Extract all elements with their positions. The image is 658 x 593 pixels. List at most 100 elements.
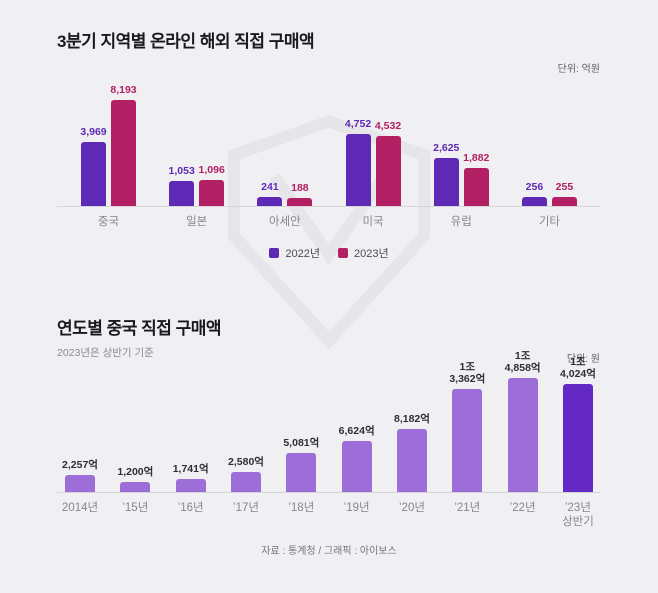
chart1-bar-group: 4,752 4,532 미국: [345, 90, 401, 228]
bar-2023년: [111, 100, 136, 206]
bar-wrap: 6,624억: [339, 425, 375, 492]
bar-2023년: [375, 136, 401, 206]
chart2-bar: [452, 389, 483, 492]
chart2-bar: [341, 441, 372, 492]
bar-wrap: 1,200억: [117, 466, 153, 492]
bar-wrap: 1조 4,024억: [560, 356, 596, 492]
credit-line: 자료 : 통계청 / 그래픽 : 아이보스: [261, 546, 397, 557]
chart2-bar-group: 1,741억 ’16년: [173, 378, 209, 514]
bar-wrap: 5,081억: [283, 437, 319, 492]
bar-value-label: 1,741억: [173, 463, 209, 475]
bar-wrap: 2,257억: [62, 459, 98, 492]
value-line: 1조: [514, 350, 531, 362]
category-line: ’19년: [343, 502, 370, 514]
bar-2022년: [521, 197, 547, 206]
bar-value-label: 1조 3,362억: [449, 361, 485, 385]
bar-2023년: [551, 197, 577, 206]
legend-item: 2023년: [338, 245, 389, 261]
value-line: 6,624억: [338, 425, 375, 437]
bar-wrap: 1,053: [169, 165, 195, 206]
chart2-bar: [120, 482, 151, 492]
bar-value-label: 6,624억: [339, 425, 375, 437]
chart2-bar-group: 2,257억 2014년: [62, 378, 98, 514]
bar-2022년: [433, 158, 459, 206]
chart1-unit-label: 단위: 억원: [557, 64, 600, 75]
category-line: 2014년: [61, 502, 99, 514]
chart2-bar: [562, 384, 593, 492]
value-line: 1조: [570, 356, 586, 368]
bar-wrap: 8,193: [110, 84, 137, 206]
bar-2023년: [287, 198, 313, 206]
chart1-bar-group: 256 255 기타: [521, 90, 577, 228]
bar-value-label: 1,200억: [117, 466, 153, 478]
category-line: ’23년: [564, 502, 591, 514]
bar-value-label: 8,193: [110, 84, 137, 96]
category-line: 상반기: [562, 516, 594, 528]
value-line: 3,362억: [449, 373, 486, 385]
category-line: ’16년: [177, 502, 204, 514]
bar-2022년: [345, 134, 371, 206]
value-line: 2,257억: [62, 459, 98, 471]
chart2-title: 연도별 중국 직접 구매액: [57, 319, 222, 338]
legend-label: 2022년: [285, 248, 320, 260]
value-line: 4,024억: [559, 368, 596, 380]
value-line: 8,182억: [394, 413, 430, 425]
bar-value-label: 4,752: [344, 118, 372, 130]
bar-value-label: 1,096: [198, 164, 225, 176]
chart1-bar-group: 241 188 아세안: [257, 90, 313, 228]
bar-value-label: 1조 4,858억: [505, 350, 541, 374]
bar-value-label: 188: [291, 182, 309, 194]
bar-value-label: 2,580억: [228, 456, 264, 468]
chart1-bar-group: 1,053 1,096 일본: [169, 90, 225, 228]
legend-item: 2022년: [269, 245, 320, 261]
chart2-bar-group: 5,081억 ’18년: [283, 378, 319, 514]
bar-wrap: 4,752: [345, 118, 371, 206]
bar-value-label: 4,532: [374, 120, 402, 132]
chart2-plot: 2,257억 2014년 1,200억 ’15년 1,741억 ’16년 2,580억 ’17…: [57, 350, 601, 528]
chart2-category-label: ’17년: [233, 501, 259, 515]
bar-wrap: 188: [287, 182, 313, 206]
chart2-category-label: ’22년: [510, 501, 536, 515]
bar-2023년: [199, 180, 225, 206]
chart1-bar-group: 3,969 8,193 중국: [80, 84, 137, 228]
bar-2022년: [169, 181, 195, 206]
value-line: 1,200억: [117, 466, 154, 478]
chart2-bar-group: 1조 3,362억 ’21년: [449, 361, 485, 514]
chart1-category-label: 유럽: [450, 216, 472, 228]
chart2-bar-group: 8,182억 ’20년: [394, 378, 430, 514]
chart1-category-label: 아세안: [269, 216, 301, 228]
chart1-category-label: 미국: [362, 216, 384, 228]
category-line: ’22년: [509, 502, 536, 514]
bar-wrap: 1,882: [463, 152, 489, 206]
chart1-category-label: 일본: [186, 216, 208, 228]
bar-value-label: 2,625: [433, 142, 460, 154]
chart2-bar-group: 1,200억 ’15년: [117, 378, 153, 514]
bar-wrap: 1,741억: [173, 463, 209, 492]
bar-2023년: [463, 168, 489, 206]
chart2-bar: [230, 472, 261, 492]
bar-value-label: 1조 4,024억: [560, 356, 596, 380]
chart2-bar: [175, 479, 206, 492]
chart1-bar-group: 2,625 1,882 유럽: [433, 90, 489, 228]
bar-wrap: 4,532: [375, 120, 401, 206]
chart2-category-label: ’20년: [399, 501, 425, 515]
chart2-category-label: 2014년: [62, 501, 98, 515]
chart2-category-label: ’16년: [178, 501, 204, 515]
bar-wrap: 2,625: [433, 142, 459, 206]
chart2-unit-label: 단위: 원: [566, 354, 600, 365]
value-line: 5,081억: [283, 437, 320, 449]
bar-wrap: 1조 3,362억: [449, 361, 485, 492]
bar-value-label: 5,081억: [283, 437, 319, 449]
chart2-bar-group: 1조 4,858억 ’22년: [505, 350, 541, 514]
bar-2022년: [81, 142, 106, 206]
bar-wrap: 1조 4,858억: [505, 350, 541, 492]
legend-swatch: [338, 248, 348, 258]
bar-value-label: 1,053: [168, 165, 195, 177]
bar-value-label: 1,882: [463, 152, 490, 164]
bar-value-label: 2,257억: [62, 459, 98, 471]
chart2-bar-group: 2,580억 ’17년: [228, 378, 264, 514]
bar-value-label: 255: [555, 181, 574, 193]
